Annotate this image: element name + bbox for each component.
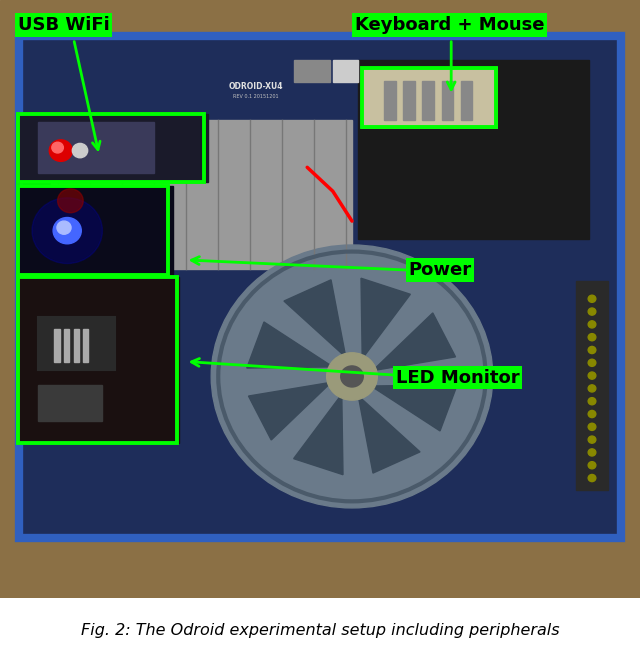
Circle shape	[53, 218, 81, 244]
Bar	[362, 68, 496, 127]
Bar	[38, 386, 102, 421]
Bar	[51, 120, 352, 269]
Bar	[358, 60, 589, 239]
Circle shape	[49, 140, 72, 162]
Bar	[19, 36, 621, 537]
Text: Keyboard + Mouse: Keyboard + Mouse	[355, 16, 545, 34]
Bar	[54, 329, 60, 362]
Circle shape	[588, 436, 596, 443]
Polygon shape	[247, 322, 348, 373]
Text: USB WiFi: USB WiFi	[18, 16, 109, 34]
Bar	[461, 81, 472, 120]
Circle shape	[588, 474, 596, 482]
Bar	[422, 81, 434, 120]
Polygon shape	[294, 380, 348, 475]
Polygon shape	[284, 280, 356, 367]
Circle shape	[588, 372, 596, 379]
Bar	[294, 59, 330, 83]
Polygon shape	[348, 386, 420, 473]
Text: REV 0.1 20151201: REV 0.1 20151201	[233, 94, 279, 99]
Polygon shape	[248, 372, 342, 440]
Bar	[384, 81, 396, 120]
Circle shape	[32, 198, 102, 264]
Bar	[403, 81, 415, 120]
Circle shape	[326, 353, 378, 400]
Bar	[19, 187, 173, 275]
Text: Power: Power	[408, 261, 472, 279]
Text: Fig. 2: The Odroid experimental setup including peripherals: Fig. 2: The Odroid experimental setup in…	[81, 623, 559, 638]
Bar	[74, 329, 79, 362]
Circle shape	[72, 143, 88, 158]
Circle shape	[588, 295, 596, 302]
Circle shape	[340, 366, 364, 387]
Circle shape	[588, 462, 596, 469]
Bar	[64, 329, 69, 362]
Circle shape	[588, 423, 596, 430]
Circle shape	[588, 333, 596, 341]
Polygon shape	[362, 313, 456, 380]
Circle shape	[57, 221, 71, 234]
Circle shape	[588, 449, 596, 456]
Bar	[18, 187, 168, 275]
Text: ODROID-XU4: ODROID-XU4	[228, 82, 284, 91]
Circle shape	[211, 245, 493, 508]
Bar	[19, 36, 621, 537]
Circle shape	[588, 398, 596, 405]
Circle shape	[588, 308, 596, 315]
Circle shape	[588, 410, 596, 417]
Bar	[333, 59, 358, 83]
Circle shape	[58, 189, 83, 213]
Circle shape	[588, 321, 596, 328]
Bar	[19, 277, 179, 443]
Text: LED Monitor: LED Monitor	[396, 369, 519, 387]
Bar	[83, 329, 88, 362]
Polygon shape	[356, 380, 457, 431]
Bar	[362, 68, 496, 127]
Bar	[38, 123, 154, 173]
Circle shape	[588, 385, 596, 392]
Circle shape	[52, 142, 63, 153]
Bar	[38, 317, 115, 370]
Bar	[576, 281, 608, 490]
Polygon shape	[356, 278, 410, 373]
Bar	[19, 114, 208, 182]
Bar	[18, 277, 177, 443]
Bar	[442, 81, 453, 120]
Circle shape	[588, 346, 596, 353]
Bar	[18, 114, 204, 182]
Circle shape	[588, 359, 596, 366]
